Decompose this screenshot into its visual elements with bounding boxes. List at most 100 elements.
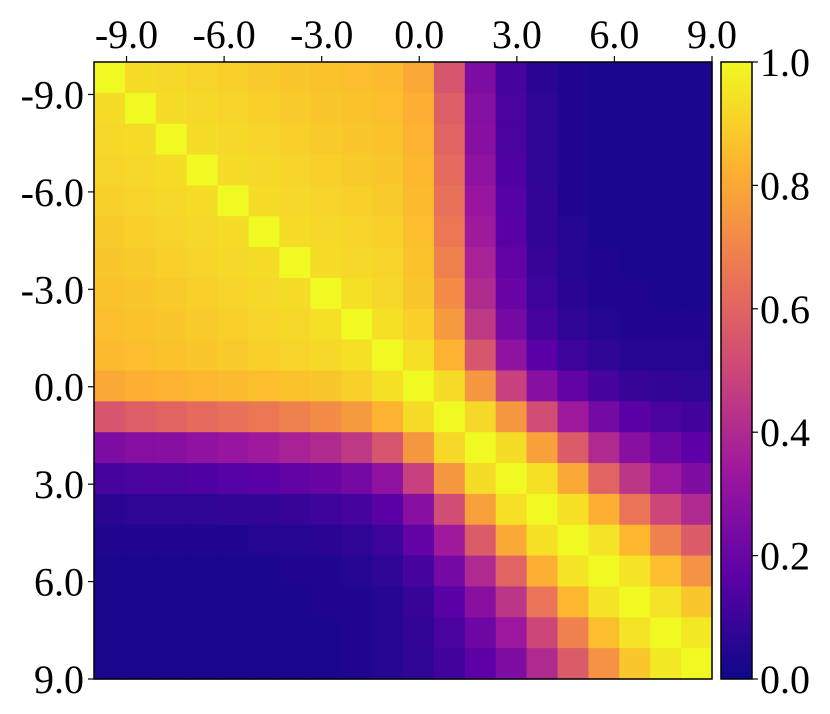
heatmap-cell [248,62,280,94]
heatmap-cell [310,401,342,433]
heatmap-cell [464,123,497,156]
heatmap-cell [372,62,404,94]
heatmap-cell [94,524,126,557]
heatmap-cell [403,370,435,402]
heatmap-cell [341,92,373,125]
heatmap-cell [155,339,188,372]
heatmap-cell [650,617,682,649]
heatmap-cell [588,493,620,526]
heatmap-cell [155,308,188,341]
heatmap-cell [464,154,497,186]
heatmap-cell [464,463,497,495]
heatmap-cell [495,123,528,156]
heatmap-cell [94,308,126,341]
plot-frame [93,61,713,680]
heatmap-cell [526,154,559,186]
heatmap-cell [372,247,404,279]
heatmap-cell [279,555,311,588]
heatmap-cell [433,370,466,402]
heatmap-cell [557,401,589,433]
x-tick-label: 6.0 [589,12,639,57]
heatmap-cell [526,92,559,125]
heatmap-cell [341,493,373,526]
heatmap-cell [94,123,126,156]
heatmap-cell [495,370,528,402]
heatmap-cell [124,308,157,341]
colorbar-tick-label: 0.0 [760,657,810,702]
heatmap-cell [341,247,373,279]
heatmap-cell [464,92,497,125]
heatmap-cell [619,555,651,588]
heatmap-cell [94,277,126,310]
heatmap-cell [464,493,497,526]
heatmap-cell [619,586,651,618]
heatmap-cell [526,555,559,588]
heatmap-cell [372,123,404,156]
y-tick-label: -3.0 [21,267,84,312]
heatmap-cell [619,123,651,156]
heatmap-cell [94,432,126,464]
heatmap-cell [495,247,528,279]
heatmap-cell [433,648,466,680]
heatmap-cell [526,277,559,310]
heatmap-cell [526,432,559,464]
heatmap-cell [341,277,373,310]
colorbar-tick-label: 0.4 [760,410,810,455]
heatmap-cell [681,123,713,156]
heatmap-cell [248,308,280,341]
heatmap-cell [650,493,682,526]
heatmap-cell [681,401,713,433]
heatmap-cell [310,154,342,186]
heatmap-cell [372,185,404,217]
heatmap-cell [217,247,250,279]
heatmap-cell [433,62,466,94]
heatmap-cell [588,216,620,248]
heatmap-cell [526,339,559,372]
heatmap-cell [403,154,435,186]
heatmap-cell [279,308,311,341]
heatmap-cell [681,185,713,217]
heatmap-cell [619,339,651,372]
heatmap-cell [433,339,466,372]
heatmap-cell [433,617,466,649]
heatmap-cell [310,555,342,588]
heatmap-cell [464,247,497,279]
heatmap-cell [526,648,559,680]
heatmap-cell [248,493,280,526]
heatmap-cell [619,524,651,557]
heatmap-cell [588,339,620,372]
heatmap-cell [403,555,435,588]
heatmap-cell [310,92,342,125]
heatmap-cell [433,154,466,186]
heatmap-cell [557,432,589,464]
heatmap-cell [372,92,404,125]
heatmap-cell [279,370,311,402]
heatmap-cell [403,308,435,341]
heatmap-cell [124,62,157,94]
heatmap-cell [681,247,713,279]
heatmap-cell [588,154,620,186]
heatmap-cell [155,277,188,310]
colorbar-tick-label: 0.2 [760,534,810,579]
heatmap-cell [650,339,682,372]
heatmap-cell [341,555,373,588]
heatmap-cell [217,216,250,248]
heatmap-cell [588,277,620,310]
heatmap-cell [217,524,250,557]
heatmap-cell [341,216,373,248]
heatmap-cell [94,370,126,402]
heatmap-cell [403,216,435,248]
heatmap-cell [186,62,219,94]
heatmap-cell [681,92,713,125]
heatmap-cell [186,277,219,310]
heatmap-cell [186,92,219,125]
heatmap-cell [464,648,497,680]
heatmap-cell [650,401,682,433]
heatmap-cell [186,339,219,372]
heatmap-cell [403,339,435,372]
heatmap-cell [433,92,466,125]
heatmap-cell [372,524,404,557]
heatmap-cell [681,308,713,341]
heatmap-cell [186,463,219,495]
x-tick-label: 9.0 [687,12,737,57]
